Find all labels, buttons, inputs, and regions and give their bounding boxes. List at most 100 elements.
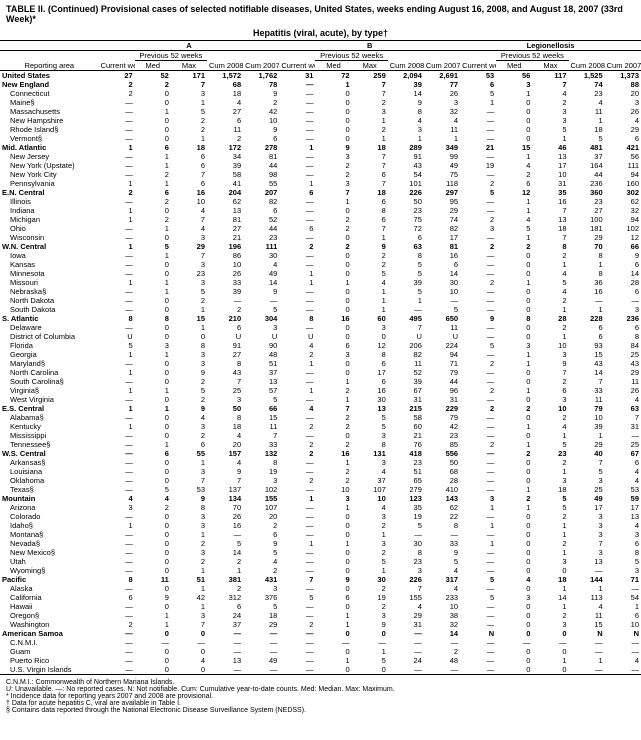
value-cell: 2	[532, 98, 568, 107]
value-cell: 1	[315, 656, 351, 665]
value-cell: 0	[135, 413, 171, 422]
area-cell: Georgia	[0, 350, 99, 359]
value-cell: 2	[315, 422, 351, 431]
value-cell: —	[279, 305, 315, 314]
value-cell: 96	[424, 386, 460, 395]
value-cell: —	[279, 557, 315, 566]
value-cell: —	[279, 170, 315, 179]
value-cell: 2	[352, 125, 388, 134]
value-cell: 207	[243, 188, 279, 197]
value-cell: 4	[135, 494, 171, 503]
value-cell: 2	[315, 215, 351, 224]
value-cell: 1	[460, 503, 496, 512]
value-cell: 1	[496, 89, 532, 98]
value-cell: —	[460, 206, 496, 215]
value-cell: 233	[424, 593, 460, 602]
value-cell: 29	[569, 440, 605, 449]
value-cell: 1	[135, 287, 171, 296]
value-cell: —	[279, 80, 315, 89]
value-cell: 3	[352, 611, 388, 620]
value-cell: —	[460, 602, 496, 611]
value-cell: 2	[352, 548, 388, 557]
value-cell: —	[99, 512, 135, 521]
value-cell: 9	[171, 494, 207, 503]
value-cell: U	[99, 332, 135, 341]
value-cell: —	[460, 125, 496, 134]
value-cell: 196	[207, 242, 243, 251]
col-header: Cum 2007	[605, 61, 641, 71]
value-cell: 2	[460, 242, 496, 251]
value-cell: 2	[352, 602, 388, 611]
value-cell: —	[99, 116, 135, 125]
area-cell: U.S. Virgin Islands	[0, 665, 99, 674]
footnote-line: U: Unavailable. —: No reported cases. N:…	[6, 686, 635, 693]
value-cell: —	[99, 629, 135, 638]
value-cell: —	[460, 458, 496, 467]
value-cell: 6	[243, 134, 279, 143]
value-cell: 1	[135, 152, 171, 161]
value-cell: 79	[424, 368, 460, 377]
value-cell: 0	[496, 656, 532, 665]
value-cell: 6	[243, 206, 279, 215]
value-cell: 421	[605, 143, 641, 152]
value-cell: —	[460, 323, 496, 332]
value-cell: —	[279, 233, 315, 242]
value-cell: —	[279, 656, 315, 665]
value-cell: 0	[315, 116, 351, 125]
value-cell: 8	[135, 314, 171, 323]
col-cum	[388, 51, 424, 61]
value-cell: —	[279, 521, 315, 530]
value-cell: —	[99, 530, 135, 539]
value-cell: 2	[352, 260, 388, 269]
value-cell: 16	[424, 251, 460, 260]
value-cell: —	[279, 611, 315, 620]
value-cell: 1	[99, 521, 135, 530]
value-cell: 0	[315, 107, 351, 116]
value-cell: 0	[496, 431, 532, 440]
value-cell: 1	[315, 611, 351, 620]
value-cell: 20	[243, 512, 279, 521]
value-cell: 1	[171, 458, 207, 467]
value-cell: 215	[388, 404, 424, 413]
table-row: Kansas—03104—0256—0116	[0, 260, 641, 269]
value-cell: 9	[315, 575, 351, 584]
value-cell: —	[460, 107, 496, 116]
value-cell: 17	[424, 233, 460, 242]
table-row: Florida5389190461220622453109384	[0, 341, 641, 350]
value-cell: 0	[315, 296, 351, 305]
value-cell: 12	[496, 188, 532, 197]
table-row: New Hampshire—02610—0144—0314	[0, 116, 641, 125]
group-a: A	[99, 41, 280, 51]
value-cell: 14	[424, 269, 460, 278]
value-cell: 1	[569, 431, 605, 440]
value-cell: 2	[243, 521, 279, 530]
value-cell: 8	[605, 332, 641, 341]
value-cell: 94	[424, 350, 460, 359]
value-cell: 2	[243, 98, 279, 107]
value-cell: 1	[352, 530, 388, 539]
table-row: Wyoming§—0112—0134—00—3	[0, 566, 641, 575]
value-cell: 4	[569, 602, 605, 611]
value-cell: 62	[424, 503, 460, 512]
value-cell: 54	[605, 593, 641, 602]
area-cell: Massachusetts	[0, 107, 99, 116]
value-cell: 0	[315, 548, 351, 557]
value-cell: 1	[532, 602, 568, 611]
value-cell: 25	[569, 485, 605, 494]
value-cell: —	[352, 638, 388, 647]
value-cell: 3	[171, 611, 207, 620]
value-cell: —	[388, 530, 424, 539]
value-cell: 4	[207, 458, 243, 467]
value-cell: 1	[279, 179, 315, 188]
value-cell: 19	[460, 161, 496, 170]
value-cell: 0	[135, 476, 171, 485]
value-cell: 226	[388, 575, 424, 584]
value-cell: 8	[243, 458, 279, 467]
table-row: Texas§—553137102—10107279410—1182553	[0, 485, 641, 494]
value-cell: —	[605, 638, 641, 647]
value-cell: 0	[496, 296, 532, 305]
area-cell: Wisconsin	[0, 233, 99, 242]
value-cell: 58	[388, 413, 424, 422]
value-cell: 2,094	[388, 71, 424, 81]
value-cell: 113	[569, 593, 605, 602]
